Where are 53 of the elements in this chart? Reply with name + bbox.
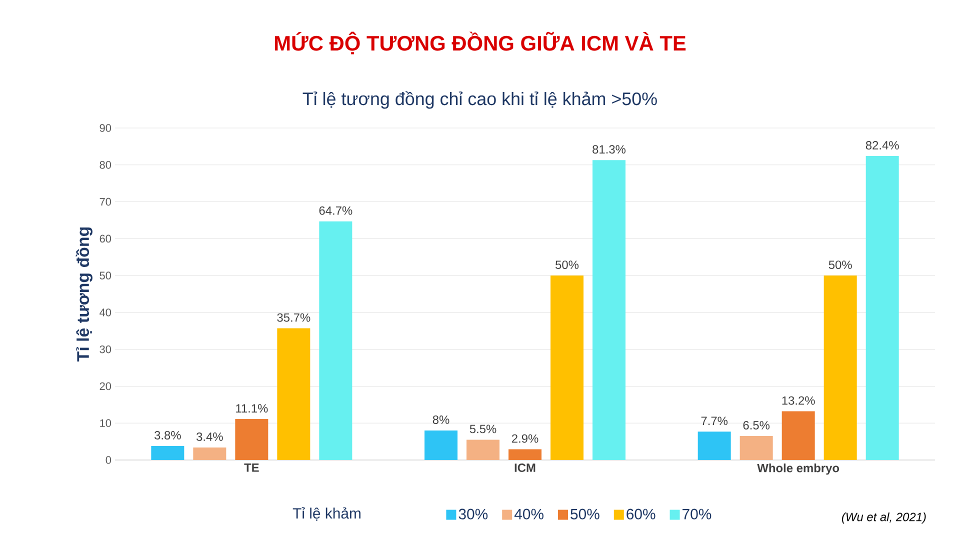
bar [235, 419, 268, 460]
bar [508, 449, 542, 460]
data-label: 35.7% [277, 313, 310, 322]
data-label: 13.2% [782, 396, 815, 405]
bar [277, 328, 310, 460]
bar [698, 432, 731, 460]
data-label: 64.7% [319, 206, 352, 215]
bar [193, 447, 226, 460]
data-label: 11.1% [236, 404, 268, 413]
data-label: 8% [432, 416, 450, 424]
bar [824, 276, 857, 460]
legend-label: 70% [682, 508, 712, 520]
x-tick-label: ICM [514, 464, 536, 472]
bar [151, 446, 184, 460]
bar [866, 156, 899, 460]
x-tick-label: TE [244, 464, 259, 472]
y-tick-label: 30 [100, 345, 112, 354]
legend-label: 40% [514, 508, 544, 520]
data-label: 6.5% [743, 421, 770, 430]
x-tick-label: Whole embryo [757, 464, 840, 475]
data-label: 5.5% [470, 424, 496, 434]
chart-subtitle: Tỉ lệ tương đồng chỉ cao khi tỉ lệ khảm >50% [302, 91, 657, 109]
bar [740, 436, 773, 460]
bar [466, 440, 500, 460]
legend-label: 50% [570, 508, 600, 520]
y-tick-label: 0 [106, 456, 112, 464]
y-tick-label: 60 [100, 234, 112, 243]
data-label: 3.8% [154, 431, 181, 440]
data-label: 82.4% [866, 141, 899, 150]
legend-label: 60% [626, 508, 656, 520]
data-label: 50% [828, 260, 852, 270]
data-label: 2.9% [512, 434, 538, 443]
bar [782, 411, 815, 460]
y-tick-label: 90 [100, 124, 112, 132]
y-tick-label: 80 [100, 161, 112, 169]
data-label: 81.3% [592, 145, 626, 154]
data-label: 7.7% [701, 416, 728, 426]
bar [550, 276, 584, 460]
y-axis-title: Tỉ lệ tương đồng [76, 227, 92, 362]
text: (Wu et al, 2021) [842, 512, 926, 524]
bar [592, 160, 626, 460]
bar [319, 221, 352, 460]
legend-title: Tỉ lệ khảm [292, 507, 360, 521]
y-tick-label: 70 [100, 198, 112, 206]
data-label: 50% [556, 260, 579, 270]
y-tick-label: 10 [100, 419, 112, 427]
legend-label: 30% [458, 508, 488, 520]
data-label: 3.4% [196, 432, 223, 441]
y-tick-label: 40 [100, 308, 112, 316]
y-tick-label: 20 [100, 382, 112, 390]
chart-title: MỨC ĐỘ TƯƠNG ĐỒNG GIỮA ICM VÀ TE [275, 32, 686, 54]
bar [424, 430, 458, 460]
y-tick-label: 50 [100, 272, 112, 280]
